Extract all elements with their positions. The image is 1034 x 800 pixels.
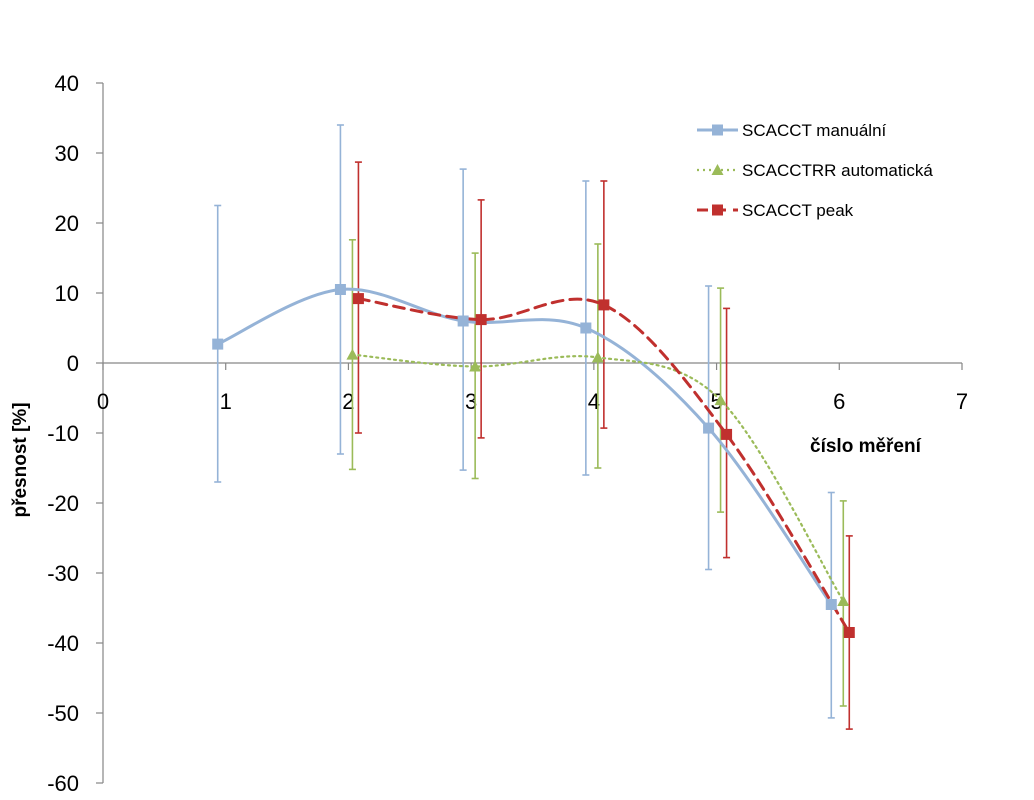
legend-marker-scacct-manu-ln [712, 124, 723, 136]
series-line-scacctrr-automatick [351, 353, 845, 603]
data-point-scacct-peak [843, 627, 855, 638]
data-point-scacctrr-automatick [346, 348, 359, 360]
x-tick-label: 7 [956, 389, 968, 414]
y-tick-label: 20 [55, 211, 79, 236]
data-point-scacct-peak [598, 299, 610, 311]
series-lines [216, 287, 851, 634]
legend-marker-scacct-peak [712, 204, 723, 216]
legend-marker-scacctrr-automatick [711, 164, 724, 175]
data-point-scacct-manu-ln [212, 338, 224, 350]
legend-label-scacct-manu-ln: SCACCT manuální [742, 121, 887, 140]
x-tick-label: 3 [465, 389, 477, 414]
data-point-scacct-manu-ln [334, 284, 346, 295]
y-axis-title: přesnost [%] [10, 402, 31, 517]
y-tick-label: -20 [47, 491, 79, 516]
legend: SCACCT manuální SCACCTRR automatická SCACC… [697, 121, 933, 220]
data-point-scacctrr-automatick [591, 351, 604, 363]
y-tick-label: -50 [47, 701, 79, 726]
legend-label-scacctrr-automatick: SCACCTRR automatická [742, 161, 933, 180]
y-tick-label: -60 [47, 771, 79, 796]
y-tick-label: -10 [47, 421, 79, 446]
data-point-scacct-manu-ln [457, 315, 469, 327]
x-tick-label: 2 [342, 389, 354, 414]
series-line-scacct-peak [356, 297, 851, 634]
data-point-scacct-peak [352, 293, 364, 305]
data-point-scacct-manu-ln [825, 599, 837, 610]
x-tick-label: 6 [833, 389, 845, 414]
y-tick-label: -40 [47, 631, 79, 656]
data-point-scacct-manu-ln [580, 322, 592, 334]
data-point-scacct-peak [721, 428, 733, 440]
series-line-scacct-manu-ln [216, 287, 833, 606]
x-tick-label: 0 [97, 389, 109, 414]
x-axis-title: číslo měření [810, 436, 922, 457]
series-markers [212, 284, 855, 638]
y-tick-label: 40 [55, 71, 79, 96]
y-tick-label: 30 [55, 141, 79, 166]
x-tick-label: 1 [220, 389, 232, 414]
legend-label-scacct-peak: SCACCT peak [742, 201, 854, 220]
data-point-scacct-peak [475, 314, 487, 326]
data-point-scacctrr-automatick [837, 595, 850, 606]
x-tick-label: 4 [588, 389, 600, 414]
data-point-scacctrr-automatick [714, 394, 727, 406]
data-point-scacctrr-automatick [469, 360, 482, 372]
y-tick-label: -30 [47, 561, 79, 586]
y-tick-label: 10 [55, 281, 79, 306]
data-point-scacct-manu-ln [703, 422, 715, 434]
y-tick-label: 0 [67, 351, 79, 376]
